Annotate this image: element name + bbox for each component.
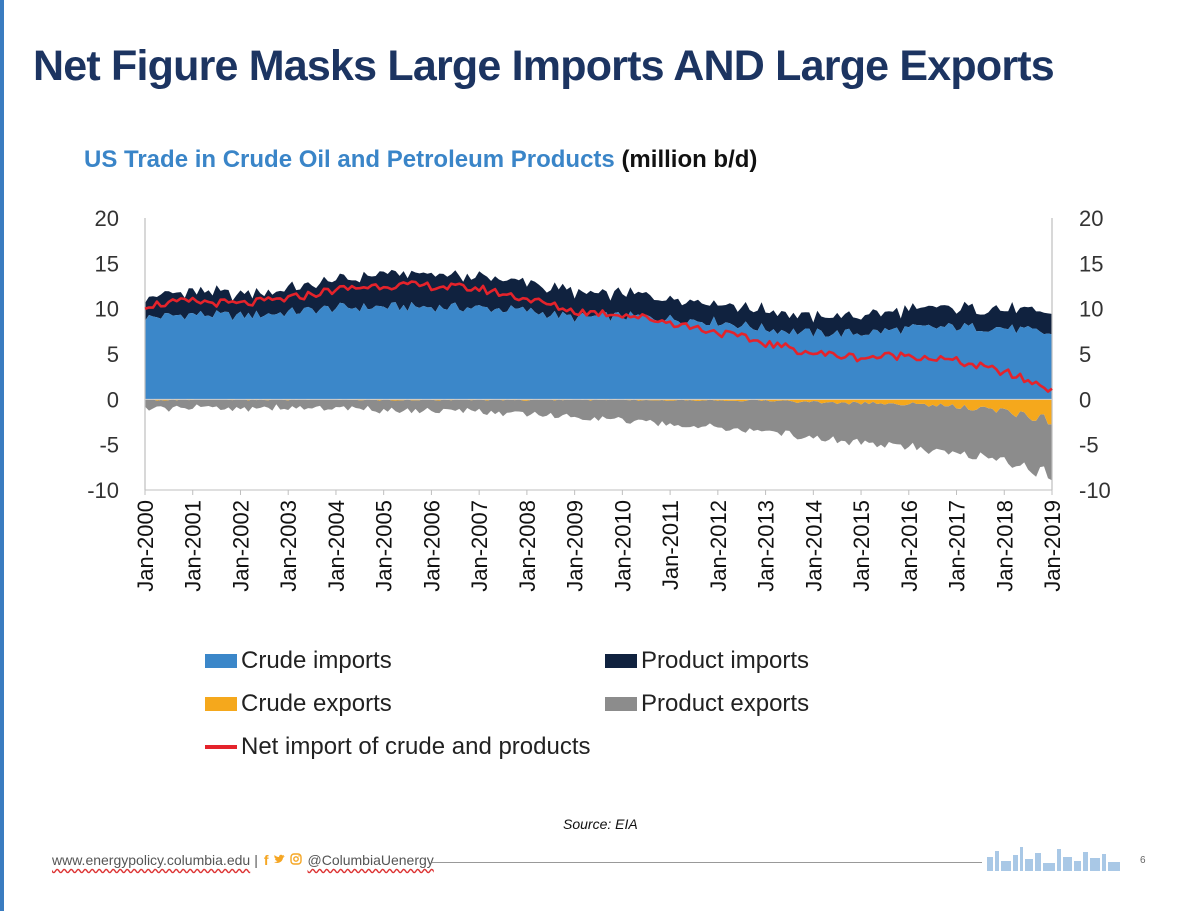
x-tick-label: Jan-2000 bbox=[133, 500, 158, 592]
right-tick-label: 15 bbox=[1079, 251, 1103, 276]
x-tick-label: Jan-2013 bbox=[754, 500, 779, 592]
slide-left-accent-rule bbox=[0, 0, 4, 911]
x-tick-label: Jan-2019 bbox=[1040, 500, 1065, 592]
legend-swatch-product-exports bbox=[605, 697, 637, 711]
page-number: 6 bbox=[1140, 855, 1146, 866]
footer-divider bbox=[432, 862, 982, 863]
chart-source: Source: EIA bbox=[563, 816, 638, 832]
left-tick-label: 5 bbox=[107, 342, 119, 367]
slide-footer: www.energypolicy.columbia.edu | f @Colum… bbox=[52, 852, 434, 868]
chart-subtitle-unit: (million b/d) bbox=[621, 146, 758, 173]
legend-item-crude-exports: Crude exports bbox=[205, 690, 392, 718]
x-tick-label: Jan-2003 bbox=[276, 500, 301, 592]
chart-subtitle: US Trade in Crude Oil and Petroleum Prod… bbox=[84, 146, 757, 174]
left-tick-label: 20 bbox=[95, 206, 119, 231]
footer-separator: | bbox=[254, 852, 258, 868]
left-tick-label: 10 bbox=[95, 297, 119, 322]
x-tick-label: Jan-2012 bbox=[706, 500, 731, 592]
legend-label-crude-imports: Crude imports bbox=[241, 647, 392, 674]
net-import-line bbox=[144, 280, 1053, 393]
left-tick-label: -5 bbox=[99, 433, 119, 458]
right-tick-label: 20 bbox=[1079, 206, 1103, 231]
x-tick-label: Jan-2004 bbox=[324, 500, 349, 592]
right-tick-label: 0 bbox=[1079, 387, 1091, 412]
legend-label-crude-exports: Crude exports bbox=[241, 690, 392, 717]
chart-axes bbox=[144, 218, 1053, 491]
legend-item-crude-imports: Crude imports bbox=[205, 647, 392, 675]
x-tick-label: Jan-2006 bbox=[419, 500, 444, 592]
x-tick-label: Jan-2011 bbox=[658, 500, 683, 590]
chart-net-line bbox=[144, 280, 1053, 393]
left-tick-label: 0 bbox=[107, 387, 119, 412]
x-tick-label: Jan-2002 bbox=[228, 500, 253, 592]
legend-item-net-import: Net import of crude and products bbox=[205, 733, 591, 761]
x-tick-label: Jan-2007 bbox=[467, 500, 492, 592]
right-tick-label: -5 bbox=[1079, 433, 1099, 458]
right-tick-label: 5 bbox=[1079, 342, 1091, 367]
legend-label-net-import: Net import of crude and products bbox=[241, 733, 591, 760]
chart-areas bbox=[145, 269, 1052, 481]
crude-imports-area bbox=[145, 302, 1052, 400]
legend-item-product-imports: Product imports bbox=[605, 647, 809, 675]
x-tick-label: Jan-2009 bbox=[563, 500, 588, 592]
legend-swatch-crude-exports bbox=[205, 697, 237, 711]
right-tick-label: -10 bbox=[1079, 478, 1111, 503]
x-tick-label: Jan-2015 bbox=[849, 500, 874, 592]
legend-swatch-net-import bbox=[205, 745, 237, 749]
legend-item-product-exports: Product exports bbox=[605, 690, 809, 718]
legend-label-product-imports: Product imports bbox=[641, 647, 810, 674]
footer-handle-link[interactable]: @ColumbiaUenergy bbox=[307, 852, 434, 868]
left-tick-label: 15 bbox=[95, 251, 119, 276]
right-tick-label: 10 bbox=[1079, 297, 1103, 322]
product-exports-area bbox=[145, 399, 1052, 481]
city-skyline-logo bbox=[987, 847, 1120, 871]
left-axis-ticks: 20 15 10 5 0 -5 -10 bbox=[87, 206, 119, 503]
legend-label-product-exports: Product exports bbox=[641, 690, 810, 717]
facebook-icon[interactable]: f bbox=[263, 852, 269, 868]
right-axis-ticks: 20 15 10 5 0 -5 -10 bbox=[1079, 206, 1111, 503]
legend-swatch-product-imports bbox=[605, 654, 637, 668]
footer-url-link[interactable]: www.energypolicy.columbia.edu bbox=[52, 852, 251, 868]
x-tick-label: Jan-2016 bbox=[897, 500, 922, 592]
social-icons: f bbox=[264, 852, 302, 868]
x-tick-label: Jan-2005 bbox=[372, 500, 397, 592]
legend-swatch-crude-imports bbox=[205, 654, 237, 668]
x-tick-label: Jan-2017 bbox=[945, 500, 970, 592]
twitter-icon[interactable] bbox=[273, 852, 286, 868]
crude-exports-area bbox=[145, 399, 1052, 425]
x-tick-label: Jan-2018 bbox=[992, 500, 1017, 592]
x-axis-ticks: Jan-2000 Jan-2001 Jan-2002 Jan-2003 Jan-2004… bbox=[133, 490, 1065, 592]
x-tick-label: Jan-2010 bbox=[610, 500, 635, 592]
instagram-icon[interactable] bbox=[289, 852, 302, 868]
slide-title: Net Figure Masks Large Imports AND Large… bbox=[33, 42, 1055, 90]
chart-subtitle-main: US Trade in Crude Oil and Petroleum Prod… bbox=[84, 146, 615, 173]
x-tick-label: Jan-2001 bbox=[181, 500, 206, 592]
x-tick-label: Jan-2008 bbox=[515, 500, 540, 592]
x-tick-label: Jan-2014 bbox=[801, 500, 826, 592]
left-tick-label: -10 bbox=[87, 478, 119, 503]
